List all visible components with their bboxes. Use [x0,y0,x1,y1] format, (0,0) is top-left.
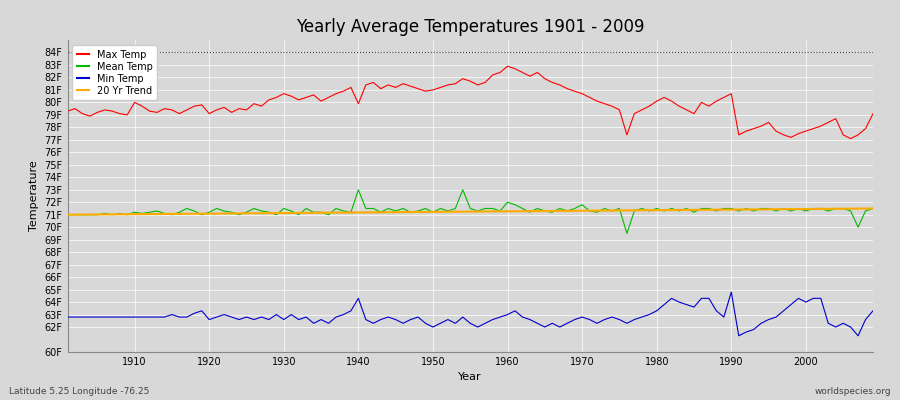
Y-axis label: Temperature: Temperature [29,161,39,231]
Text: Latitude 5.25 Longitude -76.25: Latitude 5.25 Longitude -76.25 [9,387,149,396]
Text: worldspecies.org: worldspecies.org [814,387,891,396]
Legend: Max Temp, Mean Temp, Min Temp, 20 Yr Trend: Max Temp, Mean Temp, Min Temp, 20 Yr Tre… [72,45,158,100]
Title: Yearly Average Temperatures 1901 - 2009: Yearly Average Temperatures 1901 - 2009 [296,18,644,36]
X-axis label: Year: Year [458,372,482,382]
